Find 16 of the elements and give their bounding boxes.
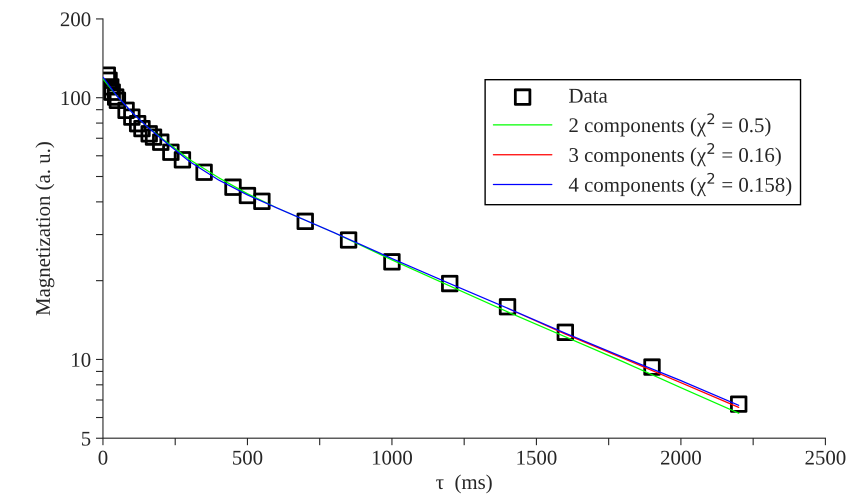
y-tick-label: 200 [60, 12, 90, 26]
y-tick-label: 5 [82, 432, 90, 446]
x-tick-label: 2000 [660, 450, 701, 465]
legend-label: 3 components (χ$^{2}$ = 0.16) [569, 143, 781, 166]
y-tick-label: 10 [72, 352, 90, 367]
legend-label: 4 components (χ$^{2}$ = 0.158) [568, 172, 792, 196]
y-axis-title: Magnetization (a. u.) [35, 142, 54, 316]
x-tick-label: 1000 [372, 450, 412, 465]
x-tick-label: 1500 [517, 450, 556, 465]
x-tick-label: 0 [98, 450, 108, 465]
y-tick-label: 100 [62, 91, 90, 106]
x-tick-label: 2500 [805, 450, 846, 465]
x-axis-title: τ (ms) [436, 474, 492, 494]
legend-label: Data [569, 88, 608, 103]
x-tick-label: 500 [233, 450, 262, 465]
legend-label: 2 components (χ$^{2}$ = 0.5) [569, 113, 770, 136]
